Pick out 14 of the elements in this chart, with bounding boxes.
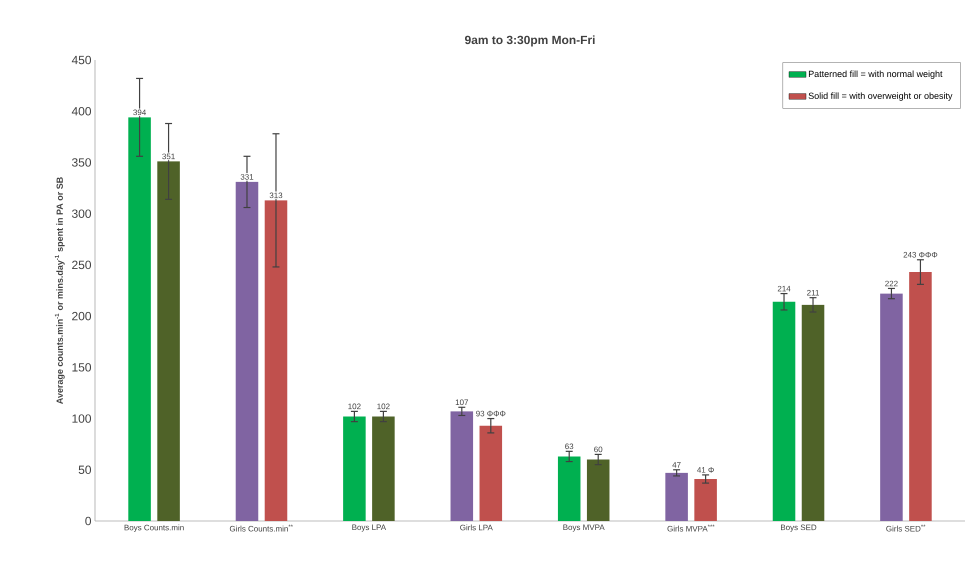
y-tick-label: 400 bbox=[72, 106, 92, 116]
y-tick-label: 450 bbox=[72, 56, 92, 64]
chart-title: 9am to 3:30pm Mon-Fri bbox=[464, 35, 595, 47]
legend-label: Patterned fill = with normal weight bbox=[808, 70, 942, 79]
y-axis-title: Average counts.min$^{-1}$ or mins.day$^{-1}$ spent in PA or SB bbox=[54, 177, 65, 404]
y-tick-label: 350 bbox=[72, 158, 92, 167]
y-tick-label: 150 bbox=[72, 363, 92, 372]
y-tick-label: 300 bbox=[72, 209, 92, 218]
y-tick-label: 250 bbox=[72, 260, 92, 270]
y-tick-label: 0 bbox=[85, 516, 92, 526]
legend-label: Solid fill = with overweight or obesity bbox=[808, 92, 952, 101]
y-tick-label: 200 bbox=[72, 312, 92, 320]
y-tick-label: 100 bbox=[72, 414, 92, 423]
y-tick-label: 50 bbox=[78, 466, 92, 474]
